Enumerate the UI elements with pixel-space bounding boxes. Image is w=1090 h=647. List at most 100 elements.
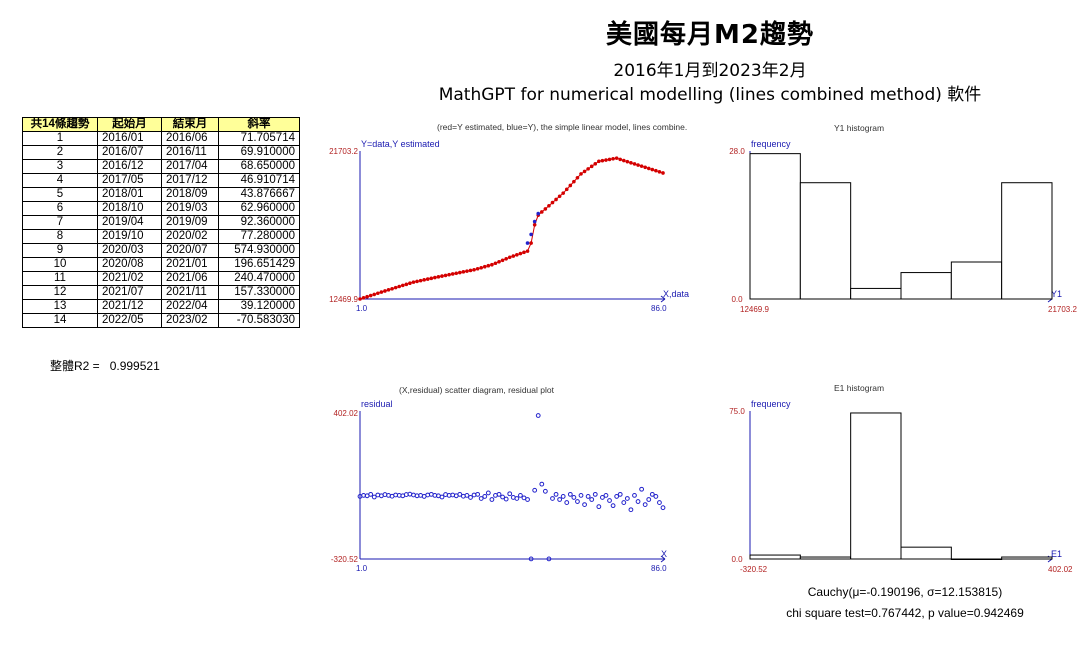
residual-point [582,502,587,508]
y-axis-label: frequency [751,399,791,409]
row-end: 2020/02 [161,229,219,244]
estimated-point [433,275,437,280]
row-end: 2016/06 [161,131,219,146]
estimated-point [639,164,644,168]
residual-point [564,500,570,505]
estimated-point [404,282,409,287]
estimated-point [593,162,598,166]
histogram-bar [850,287,902,300]
row-index: 14 [22,313,98,328]
residual-point [635,499,641,504]
chart-title: (red=Y estimated, blue=Y), the simple li… [437,122,687,132]
estimated-point [379,290,384,294]
histogram-bar [950,261,1003,300]
residual-point [518,492,523,498]
y-axis-label: residual [361,399,393,409]
estimated-point [475,266,480,271]
table-row: 9 2020/03 2020/07 574.930000 [22,243,300,258]
estimated-point [411,280,416,284]
estimated-point [547,203,551,208]
trend-table-body: 1 2016/01 2016/06 71.705714 2 2016/07 2016/11 6… [22,131,300,328]
estimated-point [429,276,434,281]
estimated-point [522,250,526,255]
estimated-point [611,157,615,161]
estimated-point [397,284,402,289]
estimated-point [486,263,491,268]
table-row: 8 2019/10 2020/02 77.280000 [22,229,300,244]
estimated-point [518,251,523,256]
x-tick-label: 86.0 [651,564,667,573]
row-index: 10 [22,257,98,272]
estimated-point [515,253,519,257]
x-tick-label: 86.0 [651,304,667,313]
y-tick-label: 21703.2 [329,147,358,156]
residual-point [646,497,652,502]
estimated-point [383,289,387,293]
histogram-bar [1001,556,1053,560]
residual-point [567,491,573,497]
trend-table: 共14條趨勢 起始月 結束月 斜率 1 2016/01 2016/06 71.7057… [22,117,300,328]
x-tick-label: 21703.2 [1048,305,1077,314]
row-start: 2022/05 [97,313,162,328]
estimated-point [472,267,476,272]
estimated-point [661,171,665,175]
x-axis-label: E1 [1051,549,1062,559]
estimated-point [589,164,594,169]
row-index: 4 [22,173,98,188]
estimated-point [564,187,569,192]
estimated-line [359,157,664,300]
row-slope: 62.960000 [218,201,300,216]
residual-point [596,504,602,510]
residual-point [575,499,580,504]
residual-point [617,491,623,497]
residual-point [557,497,563,502]
residual-point [600,495,605,500]
row-slope: 43.876667 [218,187,300,202]
row-start: 2021/12 [97,299,162,314]
row-end: 2018/09 [161,187,219,202]
estimated-point [386,288,391,292]
estimated-point [604,158,608,162]
table-row: 5 2018/01 2018/09 43.876667 [22,187,300,202]
x-axis-label: X [661,549,667,559]
residual-point [457,491,463,497]
estimated-point [629,160,633,165]
residual-point [528,556,534,562]
x-tick-label: 12469.9 [740,305,769,314]
row-start: 2019/10 [97,229,162,244]
estimated-point [643,165,647,170]
row-start: 2020/08 [97,257,162,272]
table-row: 14 2022/05 2023/02 -70.583030 [22,313,300,328]
estimated-point [540,210,544,214]
residual-point [610,503,616,509]
estimated-point [636,163,640,167]
residual-point [468,495,473,500]
row-slope: 240.470000 [218,271,300,286]
residual-point [475,491,481,497]
x-axis-arrow [660,298,666,303]
histogram-bar [799,182,852,300]
row-start: 2021/02 [97,271,162,286]
histogram-bar [749,554,801,560]
residual-point [660,505,666,511]
residual-scatter: residual X (X,residual) scatter diagram, r… [331,385,667,573]
x-tick-label: 1.0 [356,564,368,573]
residual-point [592,491,598,497]
histogram-bar [900,272,952,300]
estimated-point [440,274,444,278]
r2-label: 整體R2 = [50,359,100,373]
residual-point [550,496,555,501]
row-index: 1 [22,131,98,146]
estimated-point [618,157,623,162]
residual-point [507,491,513,497]
estimated-point [458,270,462,275]
residual-point [621,500,627,505]
estimated-point [368,293,373,298]
table-row: 2 2016/07 2016/11 69.910000 [22,145,300,160]
row-end: 2019/09 [161,215,219,230]
estimated-point [582,169,587,174]
residual-point [653,494,659,499]
histogram-bar [1001,182,1053,300]
estimated-point [493,261,498,266]
